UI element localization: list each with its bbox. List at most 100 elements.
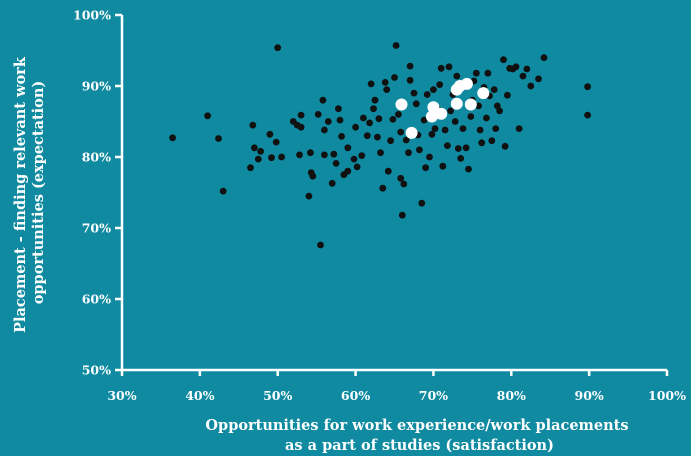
scatter-point-black	[297, 123, 305, 131]
scatter-point-black	[332, 160, 340, 167]
scatter-point-black	[391, 74, 398, 81]
scatter-point-black	[436, 81, 444, 88]
scatter-point-black	[314, 111, 322, 118]
scatter-point-black	[204, 112, 212, 120]
y-axis: 50% 60% 70% 80% 90% 100%	[73, 8, 124, 378]
scatter-point-black	[268, 154, 275, 162]
scatter-point-black	[504, 91, 511, 99]
scatter-point-black	[324, 118, 332, 125]
scatter-point-black	[430, 86, 437, 93]
y-axis-title-line-2: opportunities (expectation)	[30, 81, 47, 305]
scatter-point-black	[397, 128, 405, 136]
scatter-point-black	[328, 179, 336, 187]
scatter-point-black	[375, 115, 383, 123]
scatter-point-black	[319, 96, 327, 104]
x-axis-title: Opportunities for work experience/work p…	[205, 417, 633, 454]
scatter-point-black	[266, 130, 274, 138]
scatter-point-black	[377, 149, 384, 157]
scatter-point-black	[412, 100, 420, 108]
scatter-point-black	[454, 145, 462, 152]
scatter-point-black	[397, 174, 405, 182]
x-axis-title-line-2: as a part of studies (satisfaction)	[285, 437, 554, 454]
scatter-point-black	[389, 116, 397, 123]
scatter-point-black	[395, 111, 402, 118]
scatter-point-black	[398, 211, 406, 219]
scatter-point-black	[405, 149, 412, 157]
x-axis-title-line-1: Opportunities for work experience/work p…	[205, 417, 628, 434]
scatter-point-black	[335, 105, 342, 113]
black-series-points	[169, 42, 591, 249]
scatter-point-black	[472, 69, 480, 77]
scatter-point-black	[437, 64, 445, 72]
scatter-point-black	[540, 54, 548, 61]
scatter-point-black	[515, 125, 523, 132]
scatter-point-black	[490, 86, 498, 93]
scatter-point-black	[410, 89, 418, 97]
scatter-point-black	[371, 96, 379, 104]
scatter-point-black	[492, 125, 500, 132]
scatter-point-black	[350, 155, 358, 163]
scatter-point-black	[426, 153, 433, 161]
scatter-point-black	[169, 134, 177, 142]
x-tick-label: 100%	[648, 388, 686, 403]
scatter-point-black	[338, 133, 345, 140]
scatter-point-black	[467, 113, 475, 120]
scatter-point-black	[353, 163, 361, 171]
x-tick-label: 70%	[419, 388, 448, 403]
scatter-point-white	[395, 98, 408, 111]
scatter-point-black	[330, 150, 338, 158]
scatter-point-black	[459, 125, 467, 132]
scatter-point-black	[453, 72, 461, 80]
scatter-point-black	[416, 146, 423, 154]
scatter-point-black	[219, 187, 227, 195]
scatter-point-black	[305, 192, 313, 200]
scatter-point-black	[366, 119, 373, 127]
scatter-point-black	[445, 63, 453, 71]
scatter-point-black	[387, 137, 394, 145]
scatter-point-black	[420, 116, 428, 124]
scatter-point-black	[321, 126, 328, 134]
scatter-point-black	[406, 62, 414, 70]
scatter-point-black	[478, 139, 486, 147]
scatter-point-black	[317, 241, 324, 249]
scatter-point-black	[439, 162, 447, 170]
y-axis-title: Placement - finding relevant work opport…	[12, 52, 47, 333]
x-tick-label: 80%	[497, 388, 526, 403]
scatter-point-black	[215, 135, 222, 142]
scatter-point-black	[367, 80, 375, 88]
scatter-point-white	[435, 107, 448, 120]
scatter-point-black	[584, 111, 591, 119]
scatter-point-black	[344, 144, 352, 152]
scatter-point-black	[465, 165, 472, 173]
x-axis: 30% 40% 50% 60% 70% 80% 90% 100%	[107, 368, 686, 403]
scatter-point-black	[447, 107, 454, 115]
scatter-point-black	[257, 147, 264, 155]
scatter-point-black	[483, 114, 490, 122]
x-tick-label: 60%	[341, 388, 370, 403]
scatter-point-black	[278, 153, 285, 161]
scatter-point-black	[444, 142, 451, 150]
scatter-point-black	[272, 138, 280, 146]
scatter-point-white	[460, 77, 473, 90]
scatter-point-black	[535, 75, 542, 83]
scatter-point-black	[462, 144, 470, 152]
x-tick-label: 90%	[575, 388, 604, 403]
scatter-point-black	[360, 114, 367, 122]
scatter-point-black	[523, 65, 531, 73]
scatter-point-black	[406, 76, 414, 84]
scatter-point-white	[450, 97, 463, 110]
scatter-point-black	[249, 121, 257, 129]
scatter-point-black	[321, 151, 328, 159]
scatter-point-black	[384, 167, 392, 175]
scatter-point-black	[501, 142, 509, 150]
scatter-point-black	[358, 152, 366, 160]
scatter-point-black	[428, 130, 436, 138]
scatter-point-black	[352, 123, 359, 131]
scatter-point-black	[379, 184, 387, 192]
scatter-point-black	[451, 118, 459, 125]
scatter-point-black	[254, 155, 262, 163]
scatter-point-black	[400, 180, 408, 188]
scatter-point-black	[251, 144, 258, 152]
scatter-point-black	[392, 42, 400, 49]
